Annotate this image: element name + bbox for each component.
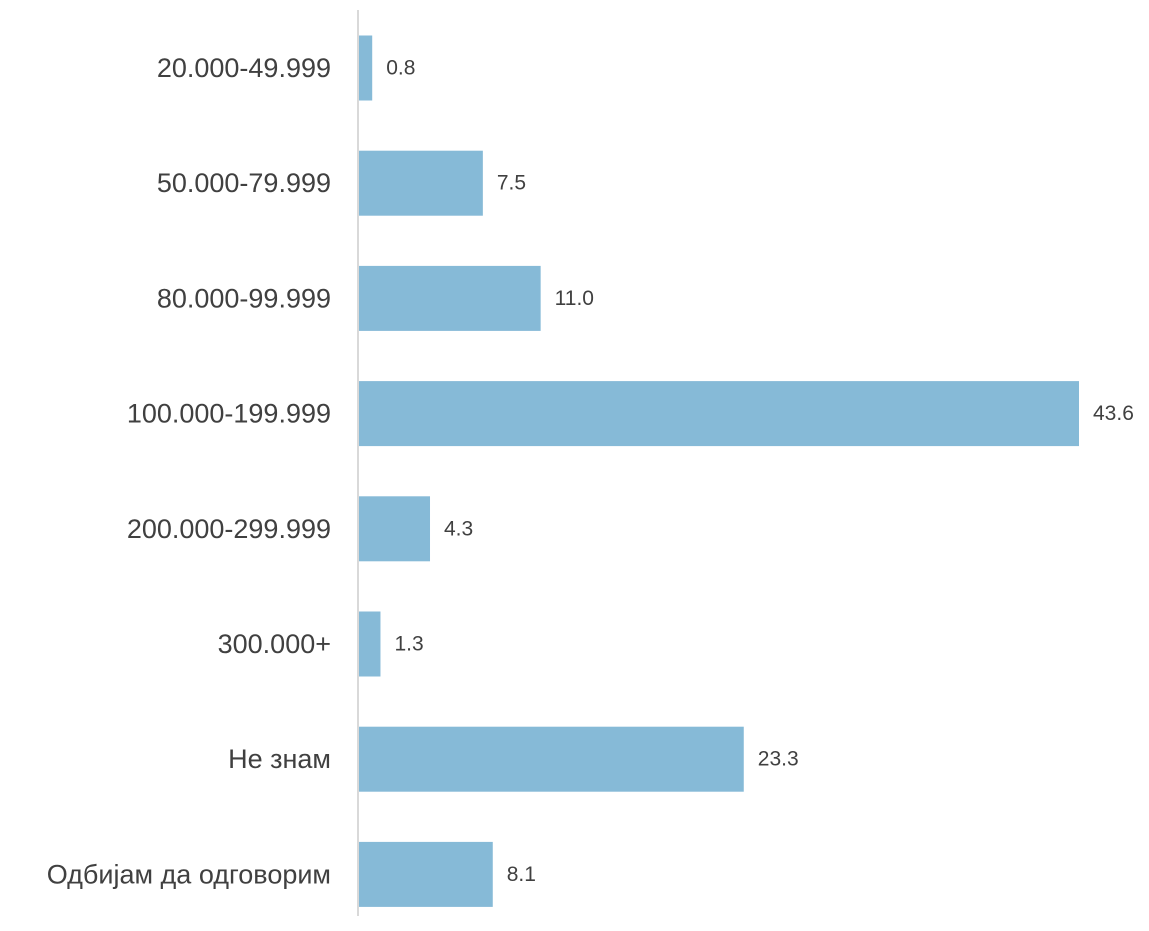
- bar: [359, 381, 1079, 447]
- bar: [359, 726, 744, 792]
- value-label: 8.1: [507, 863, 536, 886]
- bar: [359, 841, 493, 907]
- category-label: 200.000-299.999: [127, 514, 331, 544]
- value-label: 11.0: [555, 287, 594, 310]
- category-label: 300.000+: [218, 629, 331, 659]
- bar: [359, 35, 373, 101]
- bar: [359, 265, 541, 331]
- value-labels: 0.8 7.5 11.0 43.6 4.3 1.3 23.3 8.1: [386, 57, 1134, 886]
- value-label: 7.5: [497, 172, 526, 195]
- category-labels: 20.000-49.999 50.000-79.999 80.000-99.999 1…: [47, 53, 331, 889]
- category-label: 80.000-99.999: [157, 283, 331, 313]
- bar: [359, 496, 431, 562]
- category-label: Не знам: [228, 744, 331, 774]
- value-label: 23.3: [758, 748, 799, 771]
- category-label: 50.000-79.999: [157, 168, 331, 198]
- category-label: 100.000-199.999: [127, 399, 331, 429]
- value-label: 1.3: [394, 633, 423, 656]
- value-label: 0.8: [386, 57, 415, 80]
- value-label: 4.3: [444, 517, 473, 540]
- value-label: 43.6: [1093, 402, 1134, 425]
- bars-layer: [359, 35, 1079, 907]
- bar: [359, 150, 483, 216]
- category-label: Одбијам да одговорим: [47, 859, 331, 889]
- category-label: 20.000-49.999: [157, 53, 331, 83]
- bar: [359, 611, 381, 677]
